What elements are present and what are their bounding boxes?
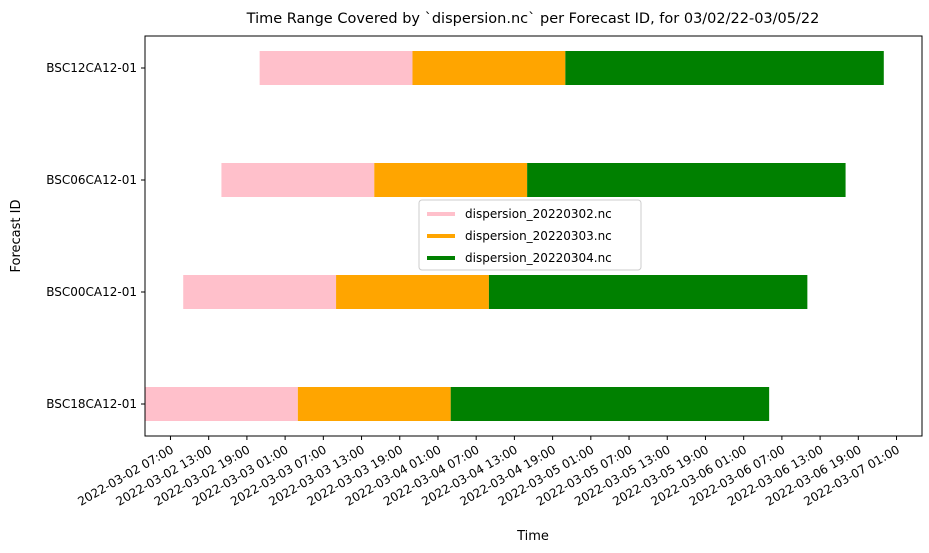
range-bar bbox=[297, 387, 451, 421]
y-tick-label: BSC18CA12-01 bbox=[46, 397, 137, 411]
range-bar bbox=[565, 51, 884, 85]
x-axis-title: Time bbox=[516, 529, 549, 544]
range-bar bbox=[527, 163, 846, 197]
chart-title: Time Range Covered by `dispersion.nc` pe… bbox=[246, 11, 820, 27]
y-tick-label: BSC00CA12-01 bbox=[46, 285, 137, 299]
range-bar bbox=[488, 275, 808, 309]
legend-entry: dispersion_20220304.nc bbox=[465, 251, 612, 265]
range-bar bbox=[183, 275, 337, 309]
range-bar bbox=[145, 387, 298, 421]
plot-frame bbox=[144, 35, 923, 437]
bars-group bbox=[145, 51, 884, 421]
range-bar bbox=[374, 163, 528, 197]
range-bar bbox=[336, 275, 489, 309]
y-tick-label: BSC12CA12-01 bbox=[46, 61, 137, 75]
y-axis-title: Forecast ID bbox=[9, 200, 24, 273]
legend-box bbox=[418, 199, 642, 271]
legend: dispersion_20220302.nc dispersion_2022030… bbox=[418, 199, 642, 271]
y-axis: BSC12CA12-01 BSC06CA12-01 BSC00CA12-01 BSC1… bbox=[46, 61, 145, 411]
legend-entry: dispersion_20220303.nc bbox=[465, 229, 612, 243]
range-bar bbox=[259, 51, 413, 85]
range-bar bbox=[450, 387, 770, 421]
range-bar bbox=[221, 163, 375, 197]
legend-entry: dispersion_20220302.nc bbox=[465, 207, 612, 221]
range-bar bbox=[412, 51, 566, 85]
y-tick-label: BSC06CA12-01 bbox=[46, 173, 137, 187]
